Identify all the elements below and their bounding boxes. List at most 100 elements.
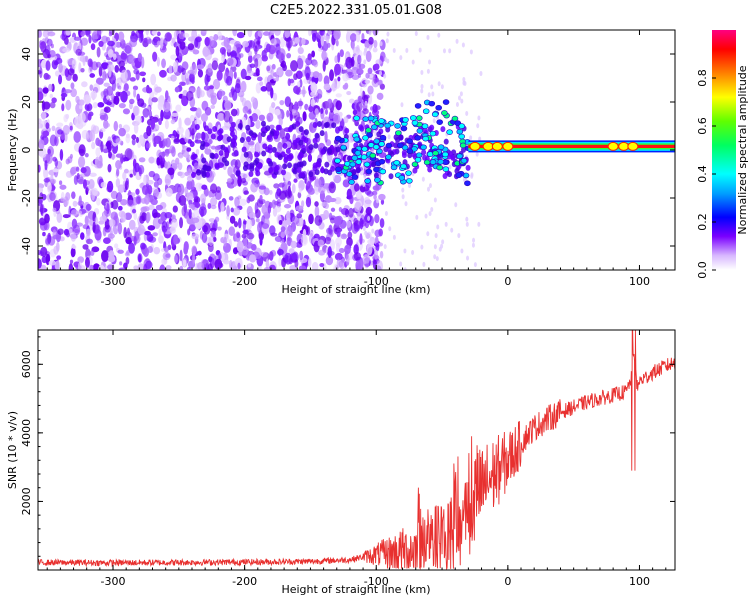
spectrogram-noise-blob — [204, 36, 210, 47]
spectrogram-fringe-blob — [387, 134, 391, 140]
spectrogram-transition-blob — [369, 152, 377, 159]
spectrogram-noise-blob — [317, 39, 322, 49]
snr-x-tick-label: -300 — [101, 575, 126, 588]
spectrogram-noise-blob — [78, 105, 83, 110]
spectrogram-noise-blob — [192, 189, 198, 200]
spectrogram-noise-blob — [117, 222, 123, 235]
spectrogram-noise-blob — [80, 232, 85, 240]
spectrogram-noise-blob — [49, 101, 56, 109]
spectrogram-noise-blob — [245, 218, 253, 230]
spectrogram-fringe-blob — [475, 151, 479, 157]
spectrogram-transition-blob — [360, 154, 368, 160]
spectrogram-noise-blob — [89, 172, 97, 177]
spectrogram-noise-blob — [308, 213, 314, 225]
spectrogram-noise-blob — [77, 200, 85, 207]
spectrogram-noise-blob — [92, 83, 100, 94]
spectrogram-noise-blob — [49, 134, 57, 147]
spectrogram-noise-blob — [108, 250, 115, 261]
spectrogram-fringe-blob — [403, 267, 407, 270]
spectrogram-y-tick-label: -40 — [20, 237, 33, 255]
spectrogram-transition-blob — [353, 115, 360, 121]
spectrogram-noise-blob — [85, 134, 90, 140]
spectrogram-noise-blob — [67, 68, 75, 76]
spectrogram-noise-blob — [257, 221, 263, 234]
spectrogram-noise-blob — [59, 148, 64, 161]
spectrogram-noise-blob — [92, 187, 98, 196]
spectrogram-noise-blob — [290, 60, 298, 72]
spectrogram-noise-blob — [164, 211, 173, 219]
spectrogram-noise-blob — [366, 243, 373, 256]
spectrogram-noise-blob — [207, 202, 212, 210]
spectrogram-noise-blob — [204, 148, 212, 155]
spectrogram-noise-blob — [345, 220, 352, 228]
spectrogram-noise-blob — [358, 63, 366, 70]
spectrogram-noise-blob — [38, 118, 42, 124]
spectrogram-noise-blob — [247, 70, 255, 77]
spectrogram-noise-blob — [159, 69, 167, 78]
spectrogram-noise-blob — [359, 87, 363, 98]
spectrogram-band-blob — [285, 148, 291, 155]
spectrogram-noise-blob — [307, 187, 316, 195]
spectrogram-band-blob — [281, 169, 287, 176]
spectrogram-transition-blob — [402, 116, 409, 123]
spectrogram-marks — [38, 30, 675, 270]
spectrogram-noise-blob — [79, 176, 84, 184]
spectrogram-noise-blob — [240, 80, 247, 93]
spectrogram-noise-blob — [174, 86, 180, 93]
spectrogram-band-blob — [260, 131, 266, 138]
spectrogram-noise-blob — [274, 236, 283, 242]
spectrogram-noise-blob — [263, 267, 271, 270]
spectrogram-band-blob — [292, 168, 298, 175]
spectrogram-noise-blob — [311, 32, 317, 42]
spectrogram-noise-blob — [175, 45, 180, 57]
spectrogram-noise-blob — [367, 67, 373, 75]
spectrogram-noise-blob — [280, 226, 286, 232]
spectrogram-noise-blob — [326, 227, 332, 235]
spectrogram-noise-blob — [146, 211, 151, 223]
spectrogram-transition-blob — [397, 142, 404, 149]
spectrogram-noise-blob — [43, 178, 50, 183]
spectrogram-noise-blob — [140, 242, 146, 250]
spectrogram-band-blob — [223, 146, 229, 153]
spectrogram-band-blob — [254, 157, 260, 164]
spectrogram-noise-blob — [274, 108, 281, 116]
spectrogram-noise-blob — [84, 152, 89, 158]
spectrogram-noise-blob — [374, 214, 380, 224]
spectrogram-noise-blob — [278, 48, 286, 60]
spectrogram-noise-blob — [211, 60, 219, 71]
spectrogram-noise-blob — [133, 265, 139, 270]
spectrogram-noise-blob — [334, 196, 342, 205]
spectrogram-noise-blob — [376, 260, 384, 270]
spectrogram-noise-blob — [175, 104, 182, 113]
spectrogram-noise-blob — [171, 112, 179, 117]
spectrogram-noise-blob — [86, 238, 93, 245]
spectrogram-fringe-blob — [428, 183, 432, 189]
spectrogram-noise-blob — [61, 103, 65, 112]
spectrogram-transition-blob — [458, 123, 466, 129]
spectrogram-noise-blob — [335, 100, 342, 111]
spectrogram-band-blob — [271, 146, 277, 153]
spectrogram-noise-blob — [375, 242, 380, 252]
spectrogram-noise-blob — [156, 56, 160, 67]
spectrogram-fringe-blob — [469, 135, 473, 141]
spectrogram-noise-blob — [99, 127, 106, 133]
spectrogram-noise-blob — [236, 240, 244, 253]
spectrogram-band-blob — [275, 124, 281, 131]
spectrogram-noise-blob — [157, 101, 164, 111]
spectrogram-noise-blob — [274, 30, 281, 36]
spectrogram-fringe-blob — [438, 246, 442, 252]
spectrogram-noise-blob — [126, 227, 131, 236]
spectrogram-noise-blob — [75, 48, 82, 56]
spectrogram-noise-blob — [237, 262, 241, 270]
snr-frame — [37, 329, 676, 571]
spectrogram-fringe-blob — [433, 244, 437, 250]
spectrogram-fringe-blob — [479, 71, 483, 77]
spectrogram-noise-blob — [173, 234, 178, 245]
spectrogram-noise-blob — [233, 221, 239, 228]
spectrogram-band-blob — [237, 122, 243, 129]
spectrogram-noise-blob — [62, 47, 71, 53]
spectrogram-noise-blob — [323, 75, 330, 86]
spectrogram-noise-blob — [297, 81, 301, 88]
spectrogram-transition-blob — [385, 154, 392, 160]
spectrogram-noise-blob — [89, 264, 94, 270]
